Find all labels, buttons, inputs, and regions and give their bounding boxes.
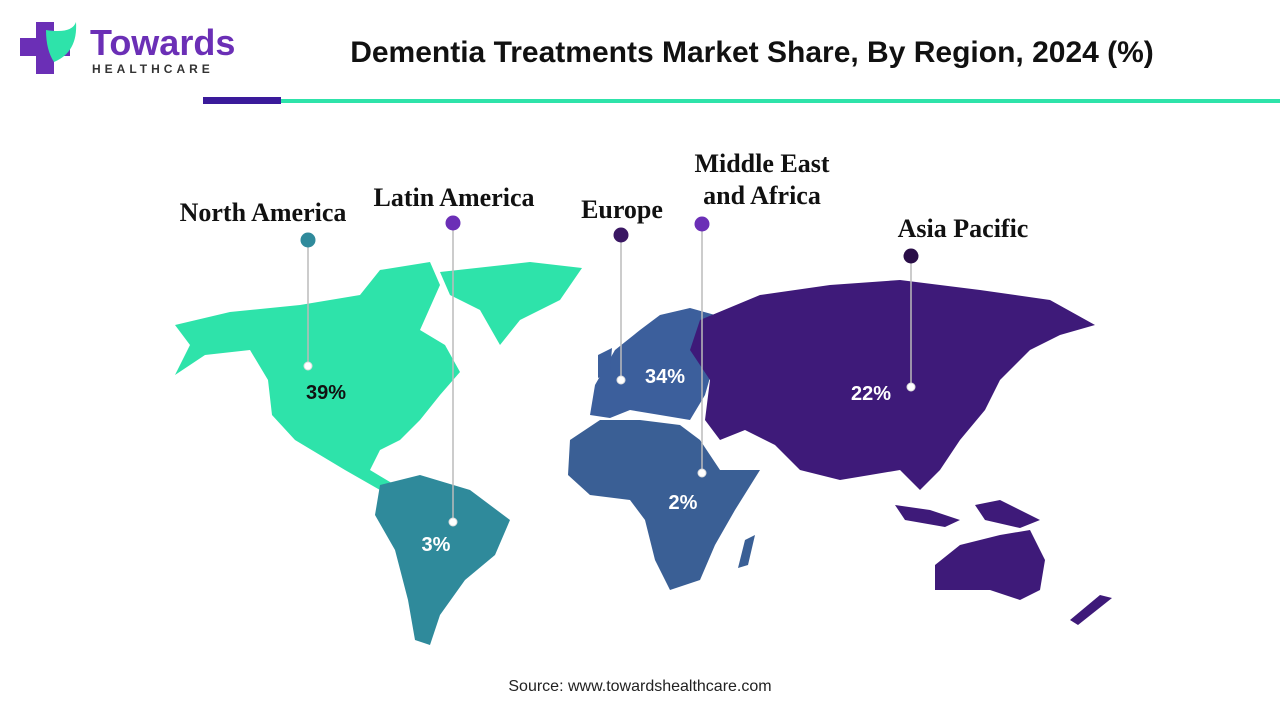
region-share: 34%: [645, 366, 685, 388]
logo-sub: HEALTHCARE: [92, 62, 214, 76]
logo: Towards HEALTHCARE: [20, 22, 235, 76]
callouts: North America 39% Latin America 3% Europe 34%…: [180, 149, 1029, 556]
region-label: Latin America: [373, 183, 534, 212]
africa-shape: [568, 420, 760, 590]
region-marker: [694, 216, 710, 232]
australia-shape: [935, 530, 1045, 600]
region-share: 22%: [851, 383, 891, 405]
north-america-shape: [175, 262, 460, 490]
leader-end: [697, 468, 707, 478]
islands-shape: [895, 500, 1112, 625]
region-marker: [613, 227, 629, 243]
logo-leaf: [46, 22, 77, 62]
region-share: 39%: [306, 382, 346, 404]
madagascar-shape: [738, 535, 755, 568]
leader-end: [448, 517, 458, 527]
leader-end: [303, 361, 313, 371]
map: [175, 262, 1112, 645]
south-america-shape: [375, 475, 510, 645]
region-marker: [445, 215, 461, 231]
title-rule-dark: [203, 97, 281, 104]
greenland-shape: [440, 262, 582, 345]
region-label: Europe: [581, 195, 663, 224]
uk-shape: [598, 348, 612, 378]
region-marker: [903, 248, 919, 264]
logo-name: Towards: [90, 22, 235, 63]
europe-shape: [590, 308, 715, 420]
leader-end: [906, 382, 916, 392]
region-label: and Africa: [703, 181, 821, 210]
source: Source: www.towardshealthcare.com: [508, 678, 771, 695]
leader-end: [616, 375, 626, 385]
region-share: 2%: [669, 492, 698, 514]
logo-cross: [20, 22, 70, 74]
title: Dementia Treatments Market Share, By Reg…: [350, 36, 1154, 69]
region-marker: [300, 232, 316, 248]
region-share: 3%: [422, 534, 451, 556]
region-label: Middle East: [694, 149, 829, 178]
region-label: Asia Pacific: [898, 214, 1029, 243]
asia-shape: [690, 280, 1095, 490]
title-rule-light: [281, 99, 1280, 103]
region-label: North America: [180, 198, 347, 227]
